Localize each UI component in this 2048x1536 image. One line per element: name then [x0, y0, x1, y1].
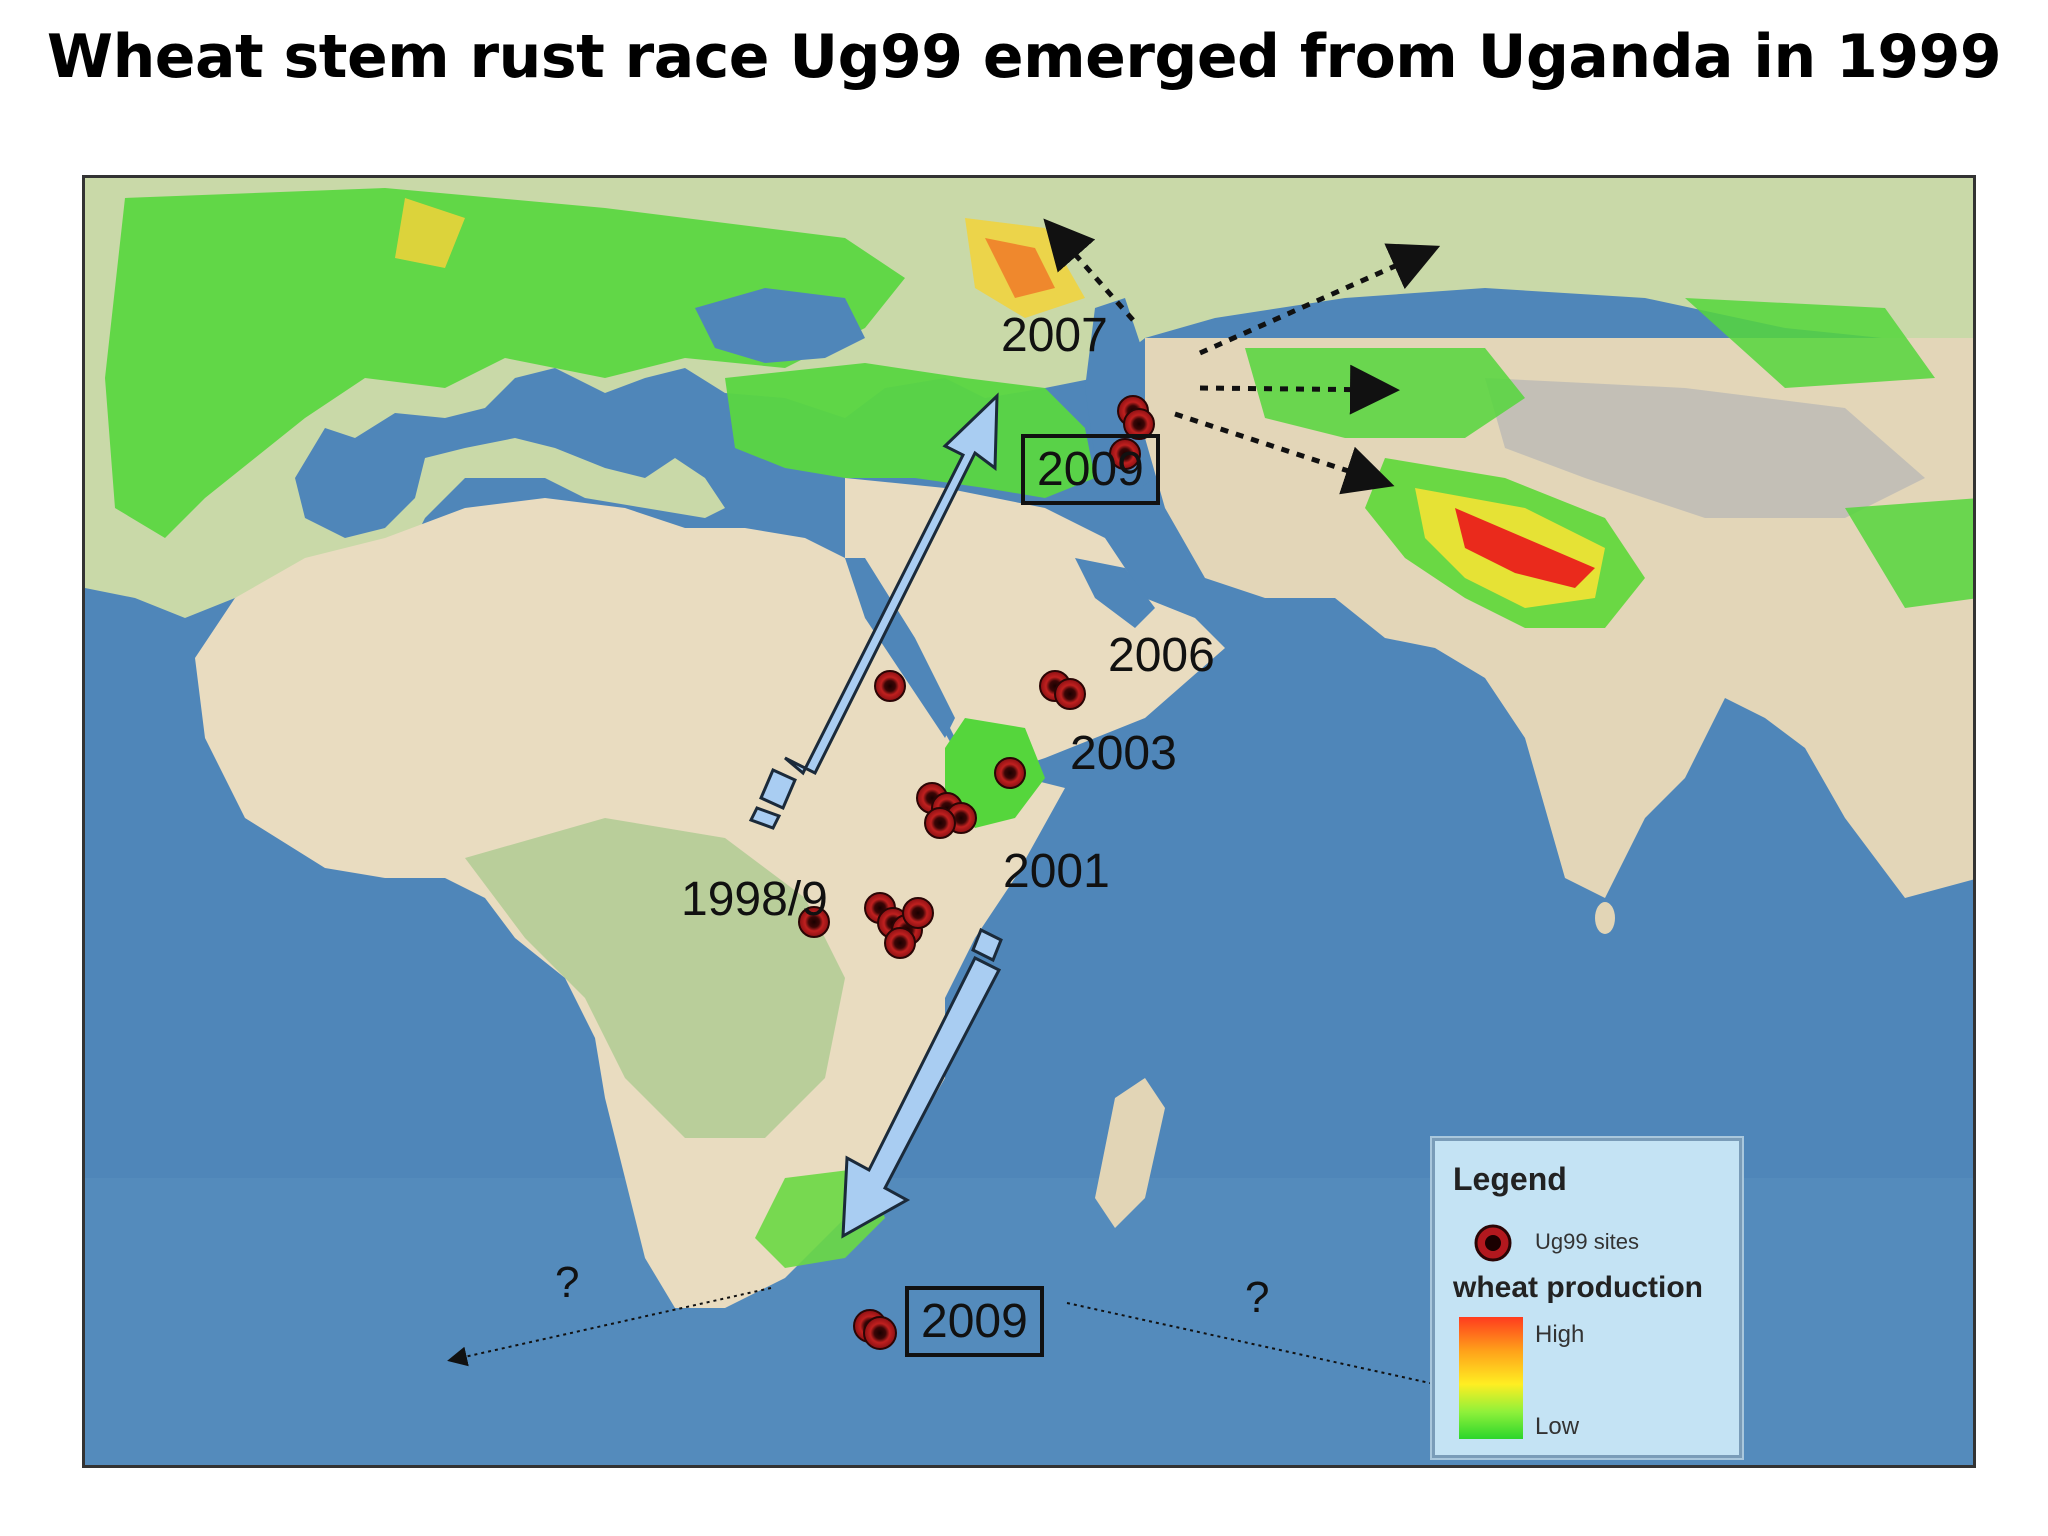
arrow-to-russia — [1043, 218, 1135, 322]
ug99-site — [1109, 438, 1141, 470]
india-wheat-red — [1455, 508, 1595, 588]
ug99-site — [924, 807, 956, 839]
wheat-production-color-ramp — [1459, 1317, 1523, 1439]
year-label-2009-south: 2009 — [905, 1286, 1044, 1358]
legend-title: Legend — [1453, 1161, 1567, 1197]
himalaya-highland — [1485, 378, 1925, 518]
arrow-to-pakistan — [1174, 411, 1395, 495]
sri-lanka — [1595, 902, 1615, 934]
page-title: Wheat stem rust race Ug99 emerged from U… — [46, 22, 2002, 92]
ug99-site — [863, 1316, 897, 1350]
spread-arrows-dotted — [1043, 218, 1441, 495]
arrow-to-south-atlantic — [447, 1287, 772, 1367]
legend-panel: Legend Ug99 sites wheat production High … — [1432, 1138, 1742, 1458]
central-asia-wheat — [1245, 298, 1973, 608]
red-sea — [845, 558, 955, 738]
year-label-2007: 2007 — [1001, 309, 1108, 362]
legend-high-label: High — [1535, 1321, 1585, 1348]
legend-low-label: Low — [1535, 1413, 1580, 1440]
ug99-site — [902, 897, 934, 929]
unknown-marker-east: ? — [1245, 1273, 1270, 1322]
year-label-2001: 2001 — [1003, 845, 1110, 898]
arrow-south-migration — [841, 927, 1003, 1239]
persian-gulf — [1075, 558, 1155, 628]
europe-wheat-yellow — [395, 198, 1085, 318]
europe-wheat-orange — [985, 238, 1055, 298]
year-label-2009-north: 2009 — [1021, 434, 1160, 506]
ug99-site — [1054, 678, 1086, 710]
arrow-to-central-asia — [1198, 243, 1441, 356]
ug99-site — [994, 757, 1026, 789]
year-label-1998: 1998/9 — [681, 873, 828, 926]
legend-production-title: wheat production — [1453, 1271, 1703, 1304]
madagascar — [1095, 1078, 1165, 1228]
ug99-site-icon — [1474, 1224, 1512, 1262]
year-label-2006: 2006 — [1108, 629, 1215, 682]
spread-arrows-thin — [447, 1287, 1479, 1400]
ug99-sites — [798, 395, 1155, 1350]
central-africa-vegetation — [465, 818, 845, 1138]
ug99-site — [874, 670, 906, 702]
turkey-region — [725, 363, 1095, 498]
ug99-site — [884, 927, 916, 959]
ug99-site — [798, 906, 830, 938]
black-sea — [695, 288, 865, 363]
legend-site-label: Ug99 sites — [1535, 1229, 1639, 1254]
year-label-2003: 2003 — [1070, 727, 1177, 780]
ug99-site — [1123, 408, 1155, 440]
map-frame: 1998/9 2001 2003 2006 2007 2009 2009 ? ?… — [82, 175, 1976, 1468]
europe-wheat — [105, 188, 905, 538]
unknown-marker-west: ? — [555, 1258, 580, 1307]
arrow-north-migration — [748, 392, 999, 830]
